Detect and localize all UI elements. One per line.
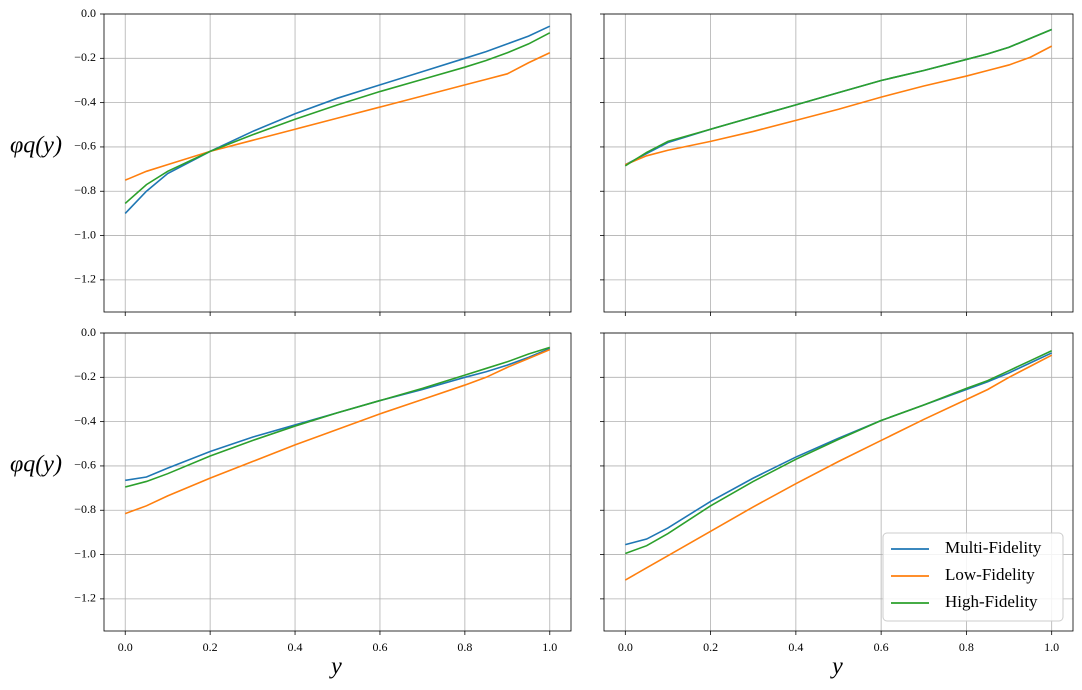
axes-frame bbox=[603, 332, 1074, 632]
x-tick-label: 0.6 bbox=[874, 640, 889, 654]
y-axis-label: φq(y) bbox=[10, 132, 62, 158]
legend-label: Multi-Fidelity bbox=[945, 538, 1042, 557]
x-tick-label: 0.8 bbox=[959, 640, 974, 654]
x-axis-label: y bbox=[830, 654, 843, 680]
axes-frame bbox=[603, 13, 1074, 313]
axes-frame bbox=[103, 332, 572, 632]
y-tick-label: −1.2 bbox=[74, 591, 96, 605]
subplot: 0.0 −0.2 −0.4 −0.6 −0.8 −1.0 −1.2 φq(y) bbox=[10, 6, 572, 316]
y-tick-label: 0.0 bbox=[81, 325, 96, 339]
series-line bbox=[124, 52, 551, 181]
y-tick-label: −0.4 bbox=[74, 413, 96, 427]
x-tick-label: 0.4 bbox=[288, 640, 303, 654]
x-tick-label: 0.6 bbox=[372, 640, 387, 654]
series-line bbox=[124, 348, 551, 515]
x-tick-label: 0.0 bbox=[618, 640, 633, 654]
subplot bbox=[600, 13, 1074, 316]
series-line bbox=[125, 346, 551, 488]
y-tick-label: −0.8 bbox=[74, 183, 96, 197]
x-tick-label: 0.4 bbox=[788, 640, 803, 654]
y-tick-label: −1.0 bbox=[74, 546, 96, 560]
series-line bbox=[624, 354, 1053, 581]
legend-label: Low-Fidelity bbox=[945, 565, 1035, 584]
series-line bbox=[624, 28, 1052, 167]
legend-label: High-Fidelity bbox=[945, 592, 1038, 611]
series-line bbox=[124, 32, 551, 205]
subplot: 0.0 0.2 0.4 0.6 0.8 1.0 0.0 −0.2 −0.4 −0.6 −0.8 −1.… bbox=[10, 325, 572, 680]
series-line bbox=[625, 350, 1053, 555]
series-line bbox=[625, 352, 1053, 546]
x-tick-label: 1.0 bbox=[1044, 640, 1059, 654]
y-tick-label: −0.6 bbox=[74, 458, 96, 472]
y-tick-label: −0.2 bbox=[74, 369, 96, 383]
axes-frame bbox=[103, 13, 572, 313]
x-tick-label: 1.0 bbox=[542, 640, 557, 654]
y-tick-label: −1.0 bbox=[74, 227, 96, 241]
y-tick-label: −1.2 bbox=[74, 272, 96, 286]
x-tick-label: 0.8 bbox=[457, 640, 472, 654]
x-tick-label: 0.2 bbox=[703, 640, 718, 654]
y-tick-label: −0.6 bbox=[74, 139, 96, 153]
x-tick-label: 0.2 bbox=[203, 640, 218, 654]
x-axis-label: y bbox=[329, 654, 342, 680]
series-line bbox=[624, 28, 1052, 166]
legend: Multi-Fidelity Low-Fidelity High-Fidelity bbox=[882, 532, 1064, 622]
y-axis-label: φq(y) bbox=[10, 451, 62, 477]
y-tick-label: −0.4 bbox=[74, 94, 96, 108]
series-line bbox=[625, 45, 1053, 166]
series-line bbox=[124, 25, 551, 214]
subplot: 0.0 0.2 0.4 0.6 0.8 1.0 y Multi-Fidelity Low-Fid… bbox=[600, 332, 1074, 680]
y-tick-label: −0.8 bbox=[74, 502, 96, 516]
legend-box bbox=[882, 532, 1064, 622]
y-tick-label: 0.0 bbox=[81, 6, 96, 20]
x-tick-label: 0.0 bbox=[118, 640, 133, 654]
y-tick-label: −0.2 bbox=[74, 50, 96, 64]
